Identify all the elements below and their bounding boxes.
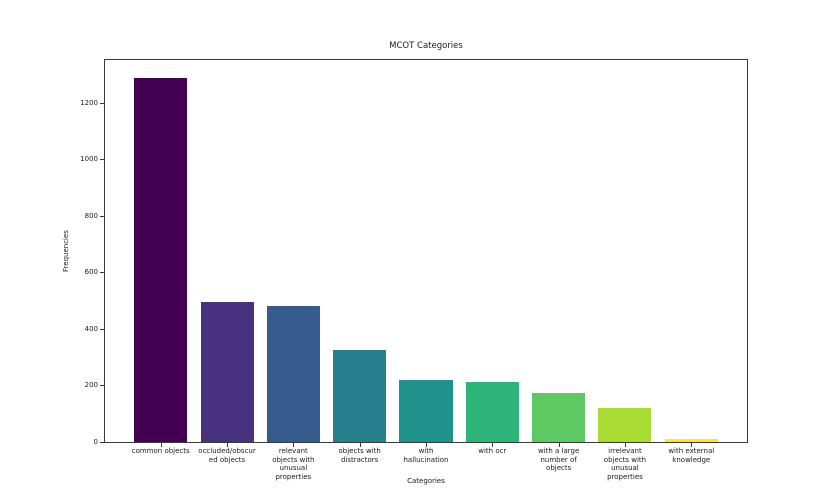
x-tick-mark-8 [691,443,693,447]
x-tick-label-4: with hallucination [403,447,449,464]
x-tick-mark-4 [426,443,427,447]
x-tick-label-7: irrelevant objects with unusual properti… [603,447,647,482]
y-tick-label-0: 0 [93,438,98,446]
x-tick-mark-0 [160,443,162,447]
x-tick-label-0: common objects [131,447,190,455]
x-tick-mark-7 [624,443,626,447]
bar-4 [399,380,453,442]
plot-area [104,59,748,443]
x-tick-label-8: with external knowledge [668,447,715,464]
x-tick-mark-6 [558,443,560,447]
bar-5 [465,381,519,442]
y-tick-mark-5 [100,159,104,161]
y-tick-label-2: 400 [84,324,98,333]
x-tick-mark-5 [492,443,494,447]
bar-7 [598,407,652,442]
y-tick-label-6: 1200 [80,98,98,107]
x-tick-mark-2 [293,443,295,447]
bar-2 [266,306,320,442]
y-tick-mark-4 [100,215,104,217]
y-tick-mark-6 [100,102,104,104]
bar-1 [200,302,254,442]
y-tick-mark-2 [100,328,104,330]
x-tick-label-5: with ocr [478,447,507,455]
x-tick-label-6: with a large number of objects [537,447,580,473]
y-tick-label-3: 600 [84,268,98,277]
y-tick-mark-0 [100,442,104,443]
bar-8 [664,438,718,442]
x-tick-label-2: relevant objects with unusual properties [272,447,315,482]
x-tick-mark-3 [359,443,361,447]
y-tick-label-1: 200 [84,381,98,390]
x-tick-label-3: objects with distractors [338,447,381,464]
x-tick-mark-1 [227,443,229,447]
y-axis-label: Frequencies [62,230,70,272]
y-tick-mark-1 [100,385,104,387]
bar-6 [532,392,586,442]
y-tick-mark-3 [100,272,104,274]
chart-title: MCOT Categories [389,41,463,51]
y-tick-label-4: 800 [84,211,98,220]
bar-0 [134,78,188,442]
y-tick-label-5: 1000 [80,155,98,164]
x-axis-label: Categories [407,477,445,485]
bar-3 [333,349,387,442]
x-tick-label-1: occluded/obscur ed objects [198,447,256,464]
